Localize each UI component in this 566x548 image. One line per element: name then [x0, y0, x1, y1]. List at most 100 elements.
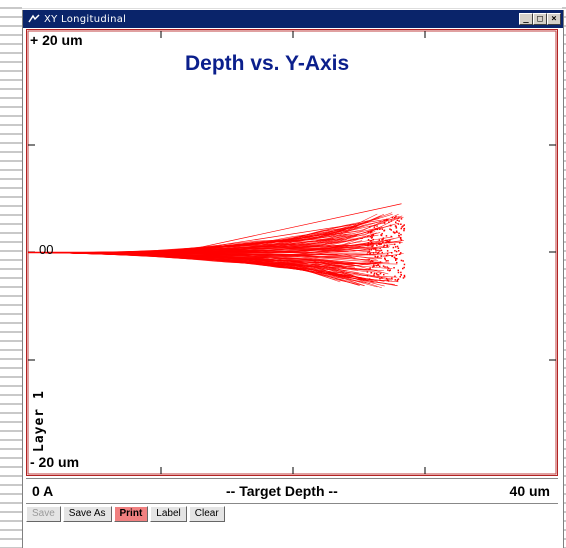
- trajectory-endpoint: [399, 253, 401, 255]
- left-ruler-margin: [0, 0, 22, 548]
- trajectory-endpoint: [398, 220, 400, 222]
- trajectory-endpoint: [372, 248, 375, 250]
- trajectory-endpoint: [381, 251, 383, 254]
- xy-longitudinal-window: XY Longitudinal _ □ ×: [22, 10, 564, 548]
- y-max-label: + 20 um: [30, 32, 83, 48]
- trajectory-endpoint: [393, 267, 395, 269]
- trajectory-endpoint: [392, 231, 395, 233]
- trajectory-endpoint: [368, 249, 371, 251]
- trajectory-endpoint: [369, 235, 372, 238]
- trajectory-endpoint: [382, 265, 385, 267]
- trajectory-outlier: [186, 249, 385, 282]
- trajectory-endpoint: [400, 233, 402, 236]
- trajectory-endpoint: [386, 253, 389, 255]
- trajectory-endpoint: [367, 235, 369, 238]
- trajectory-endpoint: [379, 250, 381, 252]
- maximize-button[interactable]: □: [533, 13, 547, 25]
- save-as-button[interactable]: Save As: [62, 506, 112, 522]
- trajectory-endpoint: [375, 249, 377, 252]
- trajectory-endpoint: [395, 215, 397, 218]
- trajectory-endpoint: [366, 275, 369, 277]
- window-titlebar[interactable]: XY Longitudinal _ □ ×: [23, 10, 563, 28]
- trajectory-endpoint: [369, 252, 371, 255]
- trajectory-endpoint: [377, 264, 379, 266]
- trajectory-endpoint: [393, 232, 396, 234]
- trajectory-endpoint: [371, 242, 374, 245]
- trajectory-endpoint: [370, 259, 373, 262]
- trajectory-endpoint: [366, 253, 369, 256]
- trajectory-endpoint: [390, 235, 392, 238]
- trajectory-endpoint: [394, 250, 396, 252]
- trajectory-endpoint: [403, 266, 405, 269]
- trajectory-endpoint: [372, 238, 374, 241]
- trajectory-endpoint: [371, 236, 373, 239]
- window-title: XY Longitudinal: [44, 13, 127, 25]
- trajectory-endpoint: [379, 228, 381, 230]
- trajectory-endpoint: [399, 242, 401, 244]
- trajectory-endpoint: [371, 235, 373, 237]
- trajectory-endpoint: [372, 244, 374, 246]
- trajectory-line: [27, 252, 394, 280]
- trajectory-endpoint: [367, 242, 370, 244]
- print-button[interactable]: Print: [113, 506, 149, 522]
- trajectory-endpoint: [380, 255, 382, 257]
- trajectory-endpoint: [380, 243, 382, 245]
- trajectory-endpoint: [403, 229, 405, 232]
- trajectory-endpoint: [397, 217, 400, 219]
- label-button[interactable]: Label: [150, 506, 187, 522]
- trajectory-endpoint: [383, 244, 386, 246]
- trajectory-endpoint: [369, 226, 371, 228]
- trajectory-endpoint: [370, 230, 372, 233]
- trajectory-endpoint: [396, 258, 398, 260]
- trajectory-endpoint: [376, 225, 378, 227]
- trajectory-endpoint: [374, 262, 377, 265]
- trajectory-endpoint: [370, 242, 373, 244]
- trajectory-endpoint: [398, 232, 400, 234]
- trajectory-endpoint: [395, 259, 397, 261]
- trajectory-endpoint: [390, 220, 393, 222]
- trajectory-endpoint: [399, 238, 402, 240]
- trajectory-endpoint: [379, 277, 381, 280]
- trajectory-endpoint: [385, 277, 388, 280]
- trajectory-endpoint: [396, 219, 399, 221]
- trajectory-endpoint: [386, 245, 388, 248]
- trajectory-endpoint: [403, 263, 406, 266]
- trajectory-endpoint: [382, 238, 384, 241]
- trajectory-endpoint: [394, 246, 397, 248]
- trajectory-endpoint: [391, 252, 393, 254]
- trajectory-endpoint: [394, 225, 397, 227]
- clear-button[interactable]: Clear: [188, 506, 225, 522]
- trajectory-outlier: [186, 218, 388, 251]
- minimize-button[interactable]: _: [519, 13, 533, 25]
- trajectory-endpoint: [396, 231, 398, 233]
- trajectory-endpoint: [373, 265, 375, 268]
- chart-title: Depth vs. Y-Axis: [185, 52, 350, 75]
- trajectory-endpoint: [380, 249, 383, 252]
- trajectory-endpoint: [375, 273, 378, 275]
- trajectory-endpoint: [388, 269, 391, 272]
- plot-area: + 20 um Depth vs. Y-Axis 00 Layer 1 - 20…: [26, 29, 558, 476]
- trajectory-endpoint: [369, 261, 372, 263]
- trajectory-endpoint: [370, 231, 373, 233]
- trajectory-endpoint: [369, 267, 371, 269]
- trajectory-endpoint: [387, 267, 390, 269]
- trajectory-endpoint: [401, 226, 403, 228]
- x-axis-label-bar: 0 A -- Target Depth -- 40 um: [26, 478, 558, 504]
- trajectory-endpoint: [374, 228, 377, 231]
- trajectory-endpoint: [395, 254, 397, 257]
- trajectory-endpoint: [385, 218, 388, 221]
- trajectory-endpoint: [395, 250, 398, 253]
- trajectory-endpoint: [375, 251, 377, 253]
- close-button[interactable]: ×: [547, 13, 561, 25]
- trajectory-endpoint: [377, 274, 380, 276]
- trajectory-endpoint: [388, 221, 390, 223]
- trajectory-endpoint: [376, 252, 379, 254]
- trajectory-endpoint: [376, 228, 379, 231]
- trajectory-endpoint: [389, 228, 391, 230]
- save-button[interactable]: Save: [26, 506, 61, 522]
- trajectory-endpoint: [389, 269, 391, 271]
- zero-label: 00: [39, 242, 54, 257]
- trajectory-endpoint: [381, 228, 384, 230]
- trajectory-endpoint: [397, 269, 399, 272]
- trajectory-endpoint: [373, 226, 376, 228]
